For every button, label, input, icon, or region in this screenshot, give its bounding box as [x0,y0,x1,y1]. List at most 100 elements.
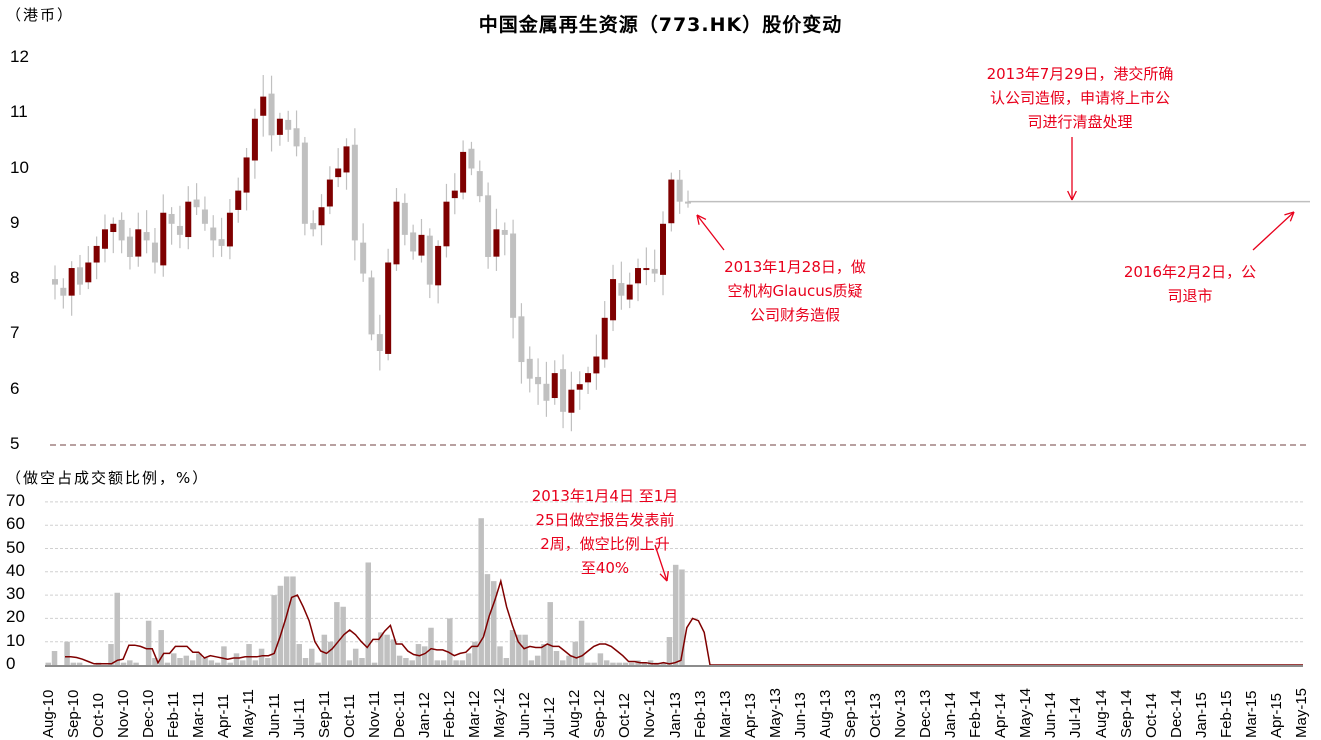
short-ratio-bar [603,660,610,665]
short-ratio-bar [547,602,553,665]
candle-body [218,239,225,246]
y-tick-label: 70 [6,490,25,510]
y-tick-label: 20 [6,607,25,627]
y-tick-label: 60 [6,514,25,534]
arrow-up-right-icon-head [1289,211,1295,222]
candle-body [376,334,383,351]
candle-body [685,201,691,204]
short-ratio-bar [666,637,673,665]
y-tick-label: 6 [10,378,20,398]
candle-body [143,232,150,241]
annotation-line: 公司财务造假 [749,306,840,324]
short-ratio-bar [365,562,371,665]
moving-average-line [65,578,1303,666]
short-ratio-bar [114,592,121,665]
short-ratio-bar [76,662,83,665]
short-ratio-bar [459,660,466,665]
short-ratio-bar [522,634,528,665]
short-ratio-bar [302,658,309,665]
short-ratio-bar [578,620,585,665]
candle-body [626,284,633,300]
short-ratio-bar [252,660,259,665]
annotation-line: 2周，做空比例上升 [540,535,670,553]
candle-body [226,212,233,247]
short-ratio-bar [202,658,208,665]
y-tick-label: 50 [6,537,25,557]
candle-body [360,242,367,274]
candle-body [501,229,508,235]
candle-body [60,287,67,296]
short-ratio-bar [516,634,522,665]
short-ratio-bar [196,653,202,665]
y-tick-label: 12 [10,46,29,66]
short-ratio-bar [434,660,441,665]
candle-body [676,179,683,202]
candle-body [68,268,75,296]
short-ratio-bar [503,658,510,665]
short-ratio-bar [371,662,378,665]
short-ratio-bar [490,581,497,665]
short-ratio-bar [315,662,321,665]
short-ratio-bar [309,648,315,665]
candle-body [210,227,217,241]
candle-body [493,229,500,257]
short-ratio-bar [616,662,622,665]
short-ratio-bar [227,662,233,665]
candle-body [76,267,83,285]
annotation-line: 司退市 [1167,287,1213,305]
short-ratio-bar [334,602,340,665]
candle-body [543,383,550,401]
candle-body [443,201,450,247]
short-ratio-bar [221,646,227,665]
short-ratio-bar [415,644,422,665]
annotation-line: 2016年2月2日，公 [1123,263,1257,281]
short-ratio-bar [170,653,177,665]
annotation-line: 空机构Glaucus质疑 [727,282,863,300]
short-ratio-bar [403,658,409,665]
short-ratio-bar [164,662,171,665]
candle-body [118,219,125,241]
short-ratio-bar [396,655,403,665]
candle-body [510,233,517,318]
short-ratio-bar [271,595,277,665]
candle-body [643,268,650,271]
short-ratio-bar [447,618,453,665]
candle-body [618,283,625,296]
candle-body [668,179,675,224]
candle-body [426,235,433,285]
candle-body [235,190,242,210]
candle-body [351,144,358,241]
short-ratio-bar [359,658,365,665]
short-ratio-bar [246,644,252,665]
arrow-up-left-icon [696,214,725,251]
arrow-up-right-icon-head [1284,211,1295,216]
candle-body [318,207,325,226]
candle-body [651,268,658,274]
candle-body [343,146,350,173]
short-ratio-bar [158,630,164,665]
annotation-delisting: 2016年2月2日，公 司退市 [1105,260,1275,308]
candle-body [243,157,250,193]
y-tick-label: 7 [10,323,20,343]
candle-body [335,168,342,178]
annotation-glaucus: 2013年1月28日，做 空机构Glaucus质疑 公司财务造假 [700,255,890,327]
short-ratio-bar [152,658,158,665]
y-tick-label: 8 [10,268,20,288]
candle-body [185,201,192,238]
y-tick-label: 40 [6,560,25,580]
short-ratio-bar [528,660,535,665]
candle-body [326,179,333,207]
y-tick-label: 10 [10,157,29,177]
annotation-line: 25日做空报告发表前 [535,511,675,529]
short-ratio-bar [378,632,384,665]
candle-body [551,373,558,399]
short-ratio-bar [472,641,478,665]
short-ratio-bar [240,660,246,665]
candle-body [268,93,275,136]
short-ratio-bar [214,662,221,665]
short-ratio-bar [45,662,51,665]
annotation-line: 2013年7月29日，港交所确 [986,65,1174,83]
y-tick-label: 5 [10,434,20,453]
short-ratio-bar [177,658,183,665]
